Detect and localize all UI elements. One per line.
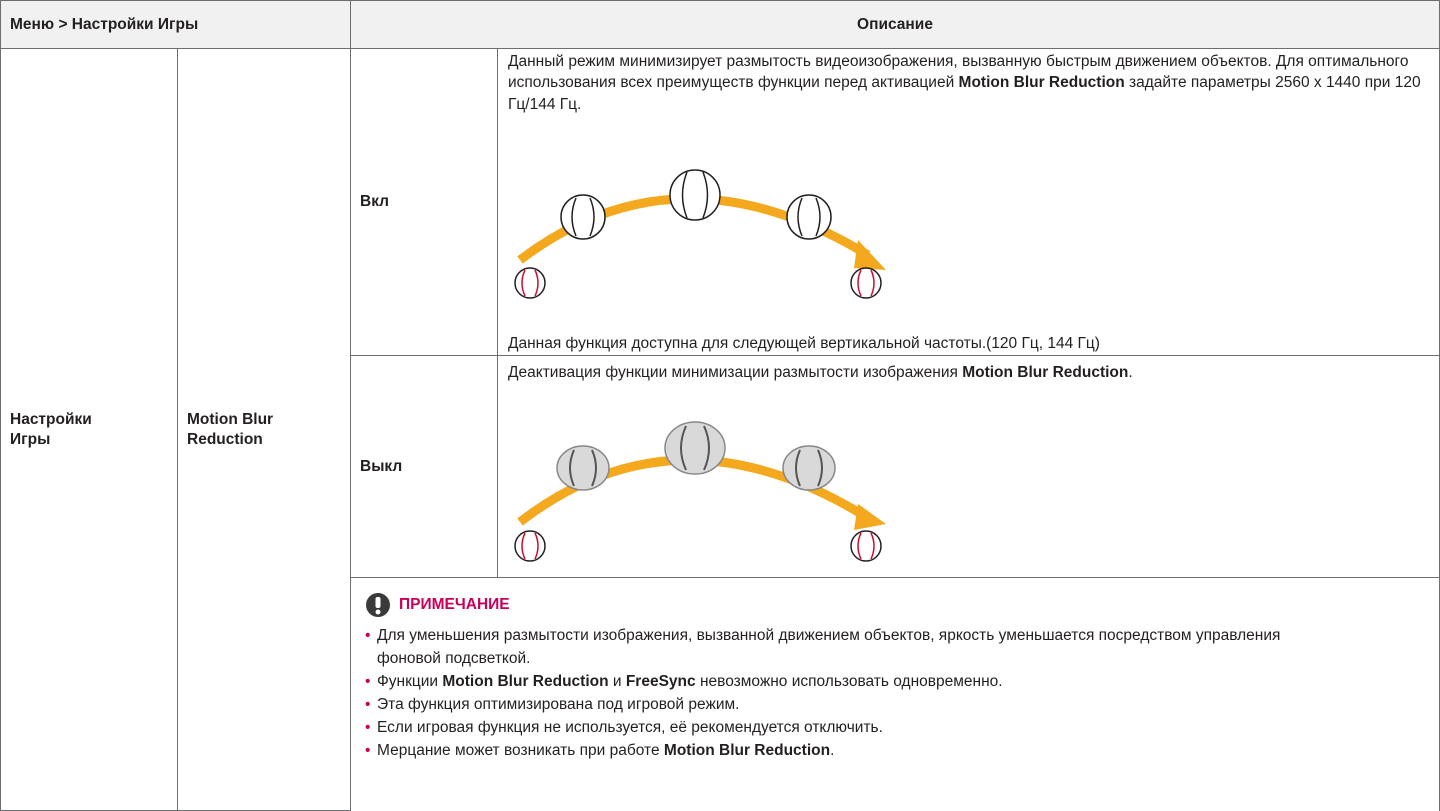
- note-item: Для уменьшения размытости изображения, в…: [365, 624, 1312, 670]
- text: и: [608, 673, 626, 690]
- text: Деактивация функции минимизации размытос…: [508, 364, 963, 381]
- text: Для уменьшения размытости изображения, в…: [377, 627, 1281, 667]
- off-label: Выкл: [360, 457, 403, 475]
- off-description-cell: Деактивация функции минимизации размытос…: [498, 356, 1440, 578]
- section: Настройки Игры: [10, 410, 92, 448]
- text: Данный режим минимизирует размытость вид…: [508, 53, 1409, 91]
- note-item: Эта функция оптимизирована под игровой р…: [365, 693, 1312, 716]
- motion-illustration-off: [514, 421, 886, 562]
- text: Мерцание может возникать при работе: [377, 742, 664, 759]
- on-description-cell: Данный режим минимизирует размытость вид…: [498, 49, 1440, 356]
- bold-text: FreeSync: [625, 673, 696, 690]
- paragraph: Данная функция доступна для следующей ве…: [508, 335, 1100, 352]
- header-description: Описание: [857, 15, 933, 33]
- on-label: Вкл: [360, 193, 389, 210]
- paragraph: Деактивация функции минимизации размытос…: [508, 364, 1429, 381]
- note-cell: ПРИМЕЧАНИЕ Для уменьшения размытости изо…: [351, 578, 1440, 811]
- text: Эта функция оптимизирована под игровой р…: [377, 696, 740, 713]
- feature-cell: Motion Blur Reduction: [178, 49, 351, 811]
- bold-text: Motion Blur Reduction: [442, 673, 609, 690]
- text: невозможно использовать одновременно.: [695, 673, 1003, 690]
- header-description-cell: Описание: [351, 0, 1440, 49]
- section-cell: Настройки Игры: [0, 49, 178, 811]
- header-menu-cell: Меню > Настройки Игры: [0, 0, 351, 49]
- bold-text: Motion Blur Reduction: [962, 364, 1129, 381]
- motion-illustration-on: [514, 169, 886, 299]
- on-label-cell: Вкл: [351, 49, 498, 356]
- note-item: Если игровая функция не используется, её…: [365, 716, 1312, 739]
- note-heading: ПРИМЕЧАНИЕ: [365, 592, 1429, 618]
- feature: Motion Blur Reduction: [187, 410, 274, 448]
- bold-text: Motion Blur Reduction: [958, 74, 1125, 91]
- text: .: [830, 742, 835, 759]
- note-icon: [366, 593, 390, 617]
- note-title: ПРИМЕЧАНИЕ: [399, 596, 510, 613]
- note-item: Функции Motion Blur Reduction и FreeSync…: [365, 670, 1312, 693]
- text: Функции: [377, 673, 443, 690]
- note-item: Мерцание может возникать при работе Moti…: [365, 739, 1312, 762]
- paragraph: Данный режим минимизирует размытость вид…: [508, 53, 1429, 113]
- note-list: Для уменьшения размытости изображения, в…: [365, 624, 1429, 762]
- text: задайте параметры 2560 x 1440 при 120 Гц…: [508, 74, 1421, 113]
- text: Если игровая функция не используется, её…: [377, 719, 883, 736]
- bold-text: Motion Blur Reduction: [663, 742, 831, 759]
- text: Данная функция доступна для следующей ве…: [508, 335, 1100, 352]
- off-label-cell: Выкл: [351, 356, 498, 578]
- header-menu: Меню > Настройки Игры: [10, 15, 199, 33]
- text: .: [1128, 364, 1133, 381]
